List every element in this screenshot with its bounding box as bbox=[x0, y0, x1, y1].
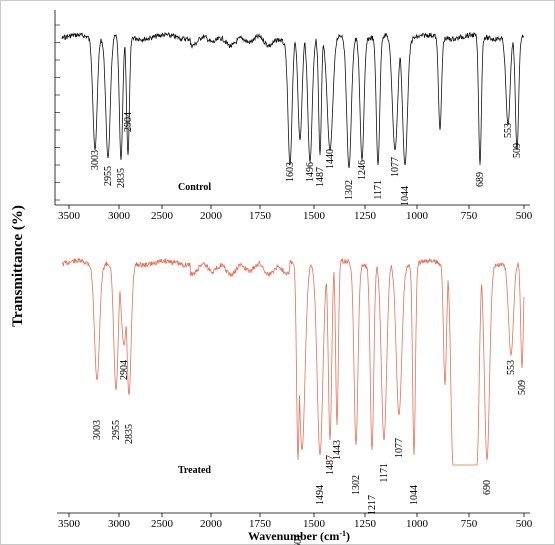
x-tick-label: 1000 bbox=[406, 518, 429, 530]
control-y-ticks bbox=[55, 24, 60, 201]
treated-spectrum-line bbox=[61, 257, 525, 466]
x-tick-label: 1500 bbox=[303, 210, 326, 222]
peak-label: 2835 bbox=[124, 424, 135, 444]
control-x-ticks: 3500 3000 2500 2000 1750 1500 1250 1000 750 500 bbox=[58, 205, 533, 222]
peak-label: 553 bbox=[506, 360, 517, 375]
x-tick-label: 750 bbox=[461, 518, 478, 530]
x-axis-title: Wavenumber (cm-1) bbox=[248, 529, 350, 543]
peak-label: 1494 bbox=[315, 485, 326, 505]
x-tick-label: 1500 bbox=[303, 518, 326, 530]
peak-label: 2904 bbox=[119, 360, 130, 380]
peak-label: 1077 bbox=[394, 438, 405, 458]
control-panel-label: Control bbox=[178, 182, 211, 193]
peak-label: 1601 bbox=[293, 534, 304, 545]
peak-label: 1603 bbox=[285, 162, 296, 182]
x-tick-label: 1000 bbox=[406, 210, 429, 222]
peak-label: 1487 bbox=[325, 455, 336, 475]
peak-label: 1171 bbox=[373, 180, 384, 200]
x-tick-label: 2500 bbox=[151, 518, 174, 530]
x-tick-label: 1250 bbox=[354, 518, 377, 530]
peak-label: 1443 bbox=[332, 440, 343, 460]
peak-label: 2955 bbox=[103, 166, 114, 186]
treated-panel: 3500 3000 2500 2000 1750 1500 1250 1000 750 500 3… bbox=[57, 257, 533, 545]
x-tick-label: 3500 bbox=[58, 518, 81, 530]
peak-label: 2835 bbox=[116, 168, 127, 188]
treated-panel-label: Treated bbox=[178, 465, 211, 476]
treated-x-ticks: 3500 3000 2500 2000 1750 1500 1250 1000 750 500 bbox=[58, 513, 533, 530]
peak-label: 2904 bbox=[123, 112, 134, 132]
x-tick-label: 2000 bbox=[200, 210, 223, 222]
peak-label: 553 bbox=[503, 123, 514, 138]
peak-label: 1246 bbox=[357, 160, 368, 180]
x-tick-label: 2500 bbox=[151, 210, 174, 222]
peak-label: 1044 bbox=[400, 186, 411, 206]
x-tick-label: 3500 bbox=[58, 210, 81, 222]
peak-label: 1487 bbox=[315, 167, 326, 187]
peak-label: 689 bbox=[475, 172, 486, 187]
peak-label: 1217 bbox=[367, 495, 378, 515]
peak-label: 509 bbox=[512, 143, 523, 158]
peak-label: 1302 bbox=[344, 180, 355, 200]
peak-label: 1496 bbox=[305, 162, 316, 182]
x-tick-label: 750 bbox=[461, 210, 478, 222]
x-tick-label: 500 bbox=[516, 210, 533, 222]
control-panel: 3500 3000 2500 2000 1750 1500 1250 1000 750 500 3… bbox=[54, 10, 533, 222]
x-tick-label: 3000 bbox=[108, 518, 131, 530]
control-spectrum-line bbox=[61, 31, 525, 169]
x-tick-label: 1750 bbox=[249, 210, 272, 222]
x-tick-label: 3000 bbox=[108, 210, 131, 222]
peak-label: 2955 bbox=[111, 420, 122, 440]
x-tick-label: 2000 bbox=[200, 518, 223, 530]
x-tick-label: 1750 bbox=[249, 518, 272, 530]
peak-label: 690 bbox=[482, 480, 493, 495]
peak-label: 1044 bbox=[409, 485, 420, 505]
peak-label: 3003 bbox=[90, 150, 101, 170]
y-axis-title: Transmittance (%) bbox=[10, 205, 26, 327]
peak-label: 1171 bbox=[379, 463, 390, 483]
peak-label: 3003 bbox=[92, 420, 103, 440]
peak-label: 1077 bbox=[390, 157, 401, 177]
peak-label: 509 bbox=[517, 380, 528, 395]
x-tick-label: 500 bbox=[516, 518, 533, 530]
peak-label: 1440 bbox=[325, 149, 336, 169]
peak-label: 1302 bbox=[351, 475, 362, 495]
x-tick-label: 1250 bbox=[354, 210, 377, 222]
